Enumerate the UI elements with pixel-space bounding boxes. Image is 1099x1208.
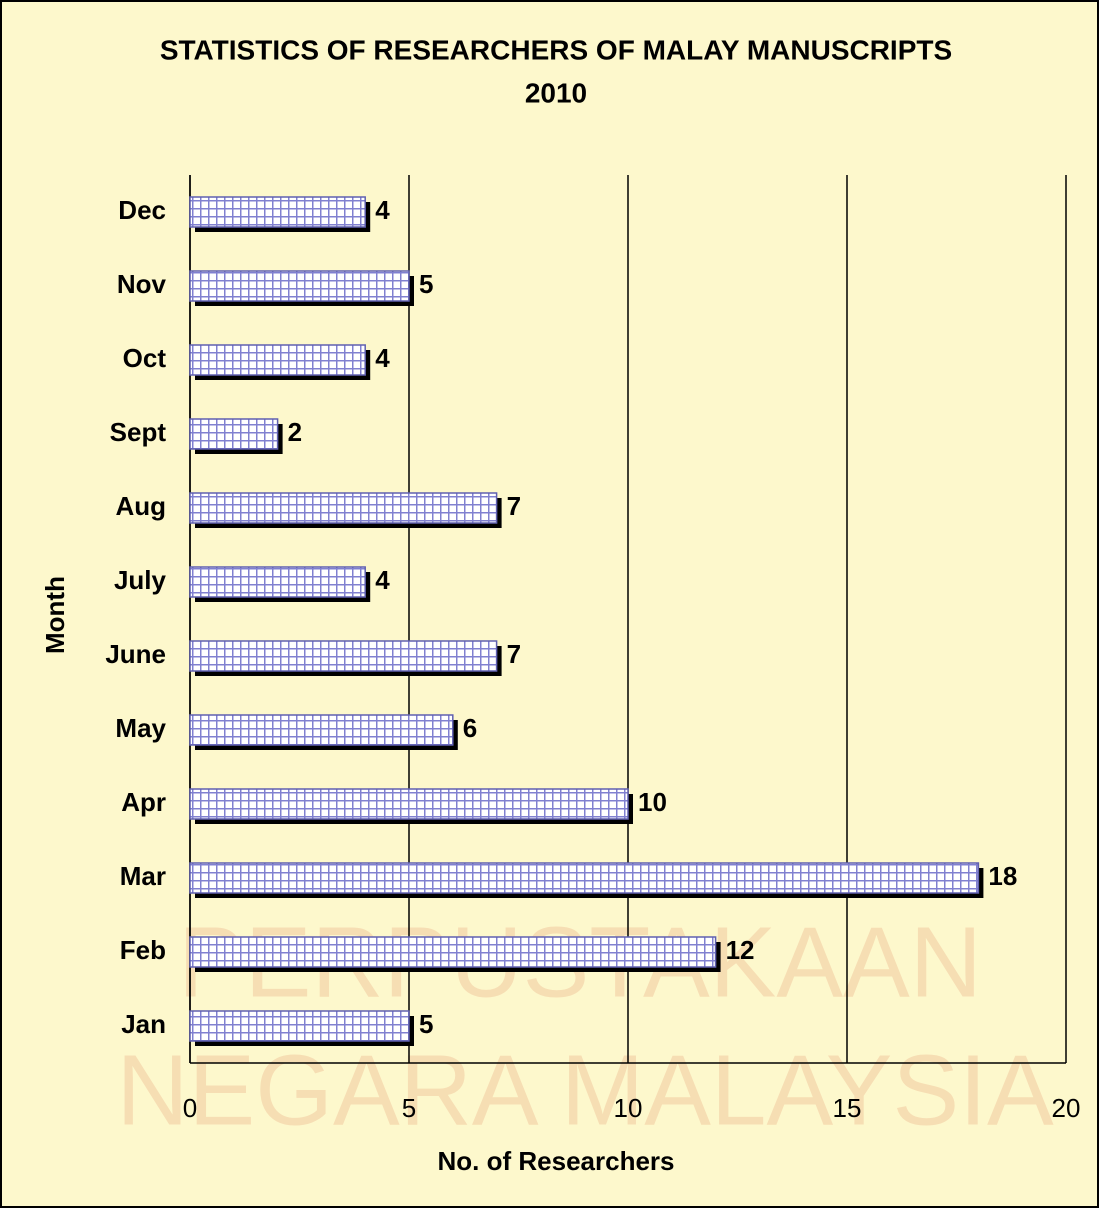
y-tick-label: Nov: [117, 269, 167, 299]
data-label: 18: [988, 861, 1017, 891]
x-tick-label: 10: [614, 1093, 643, 1123]
bar: [189, 936, 717, 968]
bar: [189, 788, 629, 820]
y-tick-label: Aug: [115, 491, 166, 521]
y-tick-label: June: [105, 639, 166, 669]
data-label: 7: [507, 639, 521, 669]
bar: [189, 196, 366, 228]
x-tick-label: 0: [183, 1093, 197, 1123]
x-tick-label: 5: [402, 1093, 416, 1123]
bar: [189, 492, 498, 524]
bar: [189, 270, 410, 302]
watermark: NEGARA MALAYSIA: [116, 1034, 1054, 1146]
data-label: 5: [419, 1009, 433, 1039]
bar: [189, 418, 279, 450]
y-tick-label: May: [115, 713, 166, 743]
bar: [189, 1010, 410, 1042]
x-tick-label: 20: [1052, 1093, 1081, 1123]
y-tick-label: Oct: [123, 343, 167, 373]
bar: [189, 714, 454, 746]
data-label: 5: [419, 269, 433, 299]
data-label: 4: [375, 343, 390, 373]
x-axis-label: No. of Researchers: [438, 1146, 675, 1176]
x-tick-label: 15: [833, 1093, 862, 1123]
y-tick-label: Dec: [118, 195, 166, 225]
y-tick-label: Jan: [121, 1009, 166, 1039]
chart-title: 2010: [525, 77, 587, 108]
bar: [189, 566, 366, 598]
bar: [189, 640, 498, 672]
data-label: 7: [507, 491, 521, 521]
data-label: 4: [375, 565, 390, 595]
y-axis-label: Month: [40, 576, 70, 654]
y-tick-label: Sept: [110, 417, 167, 447]
data-label: 10: [638, 787, 667, 817]
data-label: 4: [375, 195, 390, 225]
data-label: 12: [726, 935, 755, 965]
bar: [189, 344, 366, 376]
data-label: 6: [463, 713, 477, 743]
chart-title: STATISTICS OF RESEARCHERS OF MALAY MANUS…: [160, 34, 952, 65]
bar: [189, 862, 980, 894]
y-tick-label: Feb: [120, 935, 166, 965]
y-tick-label: Mar: [120, 861, 166, 891]
y-tick-label: July: [114, 565, 167, 595]
data-label: 2: [288, 417, 302, 447]
y-tick-label: Apr: [121, 787, 166, 817]
